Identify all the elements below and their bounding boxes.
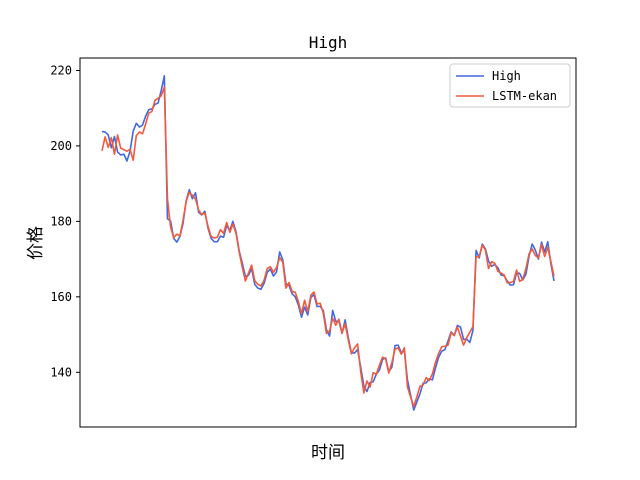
y-axis-label: 价格 bbox=[26, 226, 46, 260]
chart-title: High bbox=[309, 33, 348, 52]
plot-frame bbox=[79, 57, 577, 428]
plot-area bbox=[101, 74, 555, 411]
x-axis-label: 时间 bbox=[311, 443, 345, 463]
y-tick-label: 220 bbox=[50, 63, 72, 77]
y-tick-label: 180 bbox=[50, 214, 72, 228]
legend-label: High bbox=[492, 69, 521, 83]
y-axis: 140 160 180 200 220 bbox=[50, 63, 80, 379]
y-tick-label: 200 bbox=[50, 139, 72, 153]
y-tick-label: 140 bbox=[50, 365, 72, 379]
legend-label: LSTM-ekan bbox=[492, 89, 557, 103]
legend: High LSTM-ekan bbox=[449, 63, 571, 108]
series-line-lstm-ekan bbox=[101, 86, 555, 408]
y-tick-label: 160 bbox=[50, 290, 72, 304]
